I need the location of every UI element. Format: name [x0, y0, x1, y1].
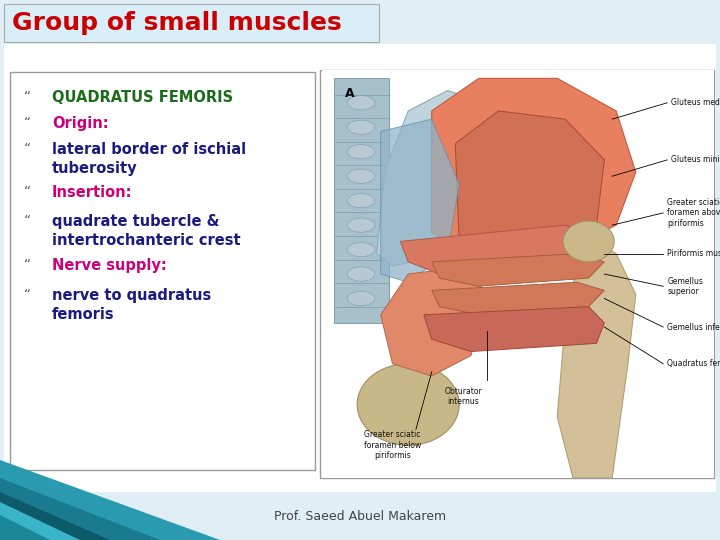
Ellipse shape — [347, 242, 375, 256]
Ellipse shape — [347, 96, 375, 110]
Text: “: “ — [24, 185, 31, 199]
Text: Gluteus medius: Gluteus medius — [671, 98, 720, 107]
FancyBboxPatch shape — [4, 44, 716, 492]
Polygon shape — [333, 78, 389, 323]
Text: A: A — [346, 86, 355, 99]
Text: Piriformis muscle: Piriformis muscle — [667, 249, 720, 258]
Text: Group of small muscles: Group of small muscles — [12, 11, 342, 35]
Polygon shape — [432, 78, 636, 258]
Text: Greater sciatic
foramen below
piriformis: Greater sciatic foramen below piriformis — [364, 430, 421, 460]
Text: QUADRATUS FEMORIS: QUADRATUS FEMORIS — [52, 90, 233, 105]
Text: Gemellus
superior: Gemellus superior — [667, 276, 703, 296]
Polygon shape — [424, 307, 604, 352]
FancyBboxPatch shape — [10, 72, 315, 470]
Polygon shape — [455, 111, 604, 254]
Text: “: “ — [24, 288, 31, 302]
Ellipse shape — [563, 221, 614, 262]
Text: “: “ — [24, 116, 31, 130]
Ellipse shape — [347, 292, 375, 306]
Polygon shape — [0, 460, 220, 540]
Text: Insertion:: Insertion: — [52, 185, 132, 200]
Text: nerve to quadratus
femoris: nerve to quadratus femoris — [52, 288, 211, 322]
Polygon shape — [400, 225, 604, 274]
Polygon shape — [377, 91, 518, 266]
Text: “: “ — [24, 142, 31, 156]
Text: Gemellus inferior: Gemellus inferior — [667, 322, 720, 332]
Ellipse shape — [347, 267, 375, 281]
Ellipse shape — [347, 169, 375, 184]
Ellipse shape — [347, 120, 375, 134]
Ellipse shape — [347, 145, 375, 159]
Text: “: “ — [24, 214, 31, 228]
Text: Origin:: Origin: — [52, 116, 109, 131]
Polygon shape — [0, 478, 160, 540]
Text: lateral border of ischial
tuberosity: lateral border of ischial tuberosity — [52, 142, 246, 176]
Polygon shape — [0, 515, 50, 540]
Polygon shape — [432, 254, 604, 286]
Text: Prof. Saeed Abuel Makarem: Prof. Saeed Abuel Makarem — [274, 510, 446, 523]
Text: Gluteus minimus: Gluteus minimus — [671, 156, 720, 164]
Text: quadrate tubercle &
intertrochanteric crest: quadrate tubercle & intertrochanteric cr… — [52, 214, 240, 248]
Text: Obturator
internus: Obturator internus — [444, 387, 482, 406]
Text: Greater sciatic
foramen above
piriformis: Greater sciatic foramen above piriformis — [667, 198, 720, 228]
Text: “: “ — [24, 90, 31, 104]
Ellipse shape — [347, 218, 375, 232]
Polygon shape — [0, 502, 80, 540]
Polygon shape — [432, 282, 604, 315]
Polygon shape — [381, 119, 459, 282]
Text: Quadratus femoris: Quadratus femoris — [667, 359, 720, 368]
Text: Nerve supply:: Nerve supply: — [52, 258, 167, 273]
Text: © Elsevier. Drake et al: Gray's Anatomy for Students - www.studentconsult.com: © Elsevier. Drake et al: Gray's Anatomy … — [322, 465, 627, 474]
Ellipse shape — [357, 364, 459, 446]
FancyBboxPatch shape — [4, 4, 379, 42]
FancyBboxPatch shape — [320, 70, 714, 478]
Polygon shape — [0, 492, 110, 540]
Polygon shape — [557, 241, 636, 478]
Ellipse shape — [347, 193, 375, 208]
Polygon shape — [381, 266, 487, 376]
Text: “: “ — [24, 258, 31, 272]
